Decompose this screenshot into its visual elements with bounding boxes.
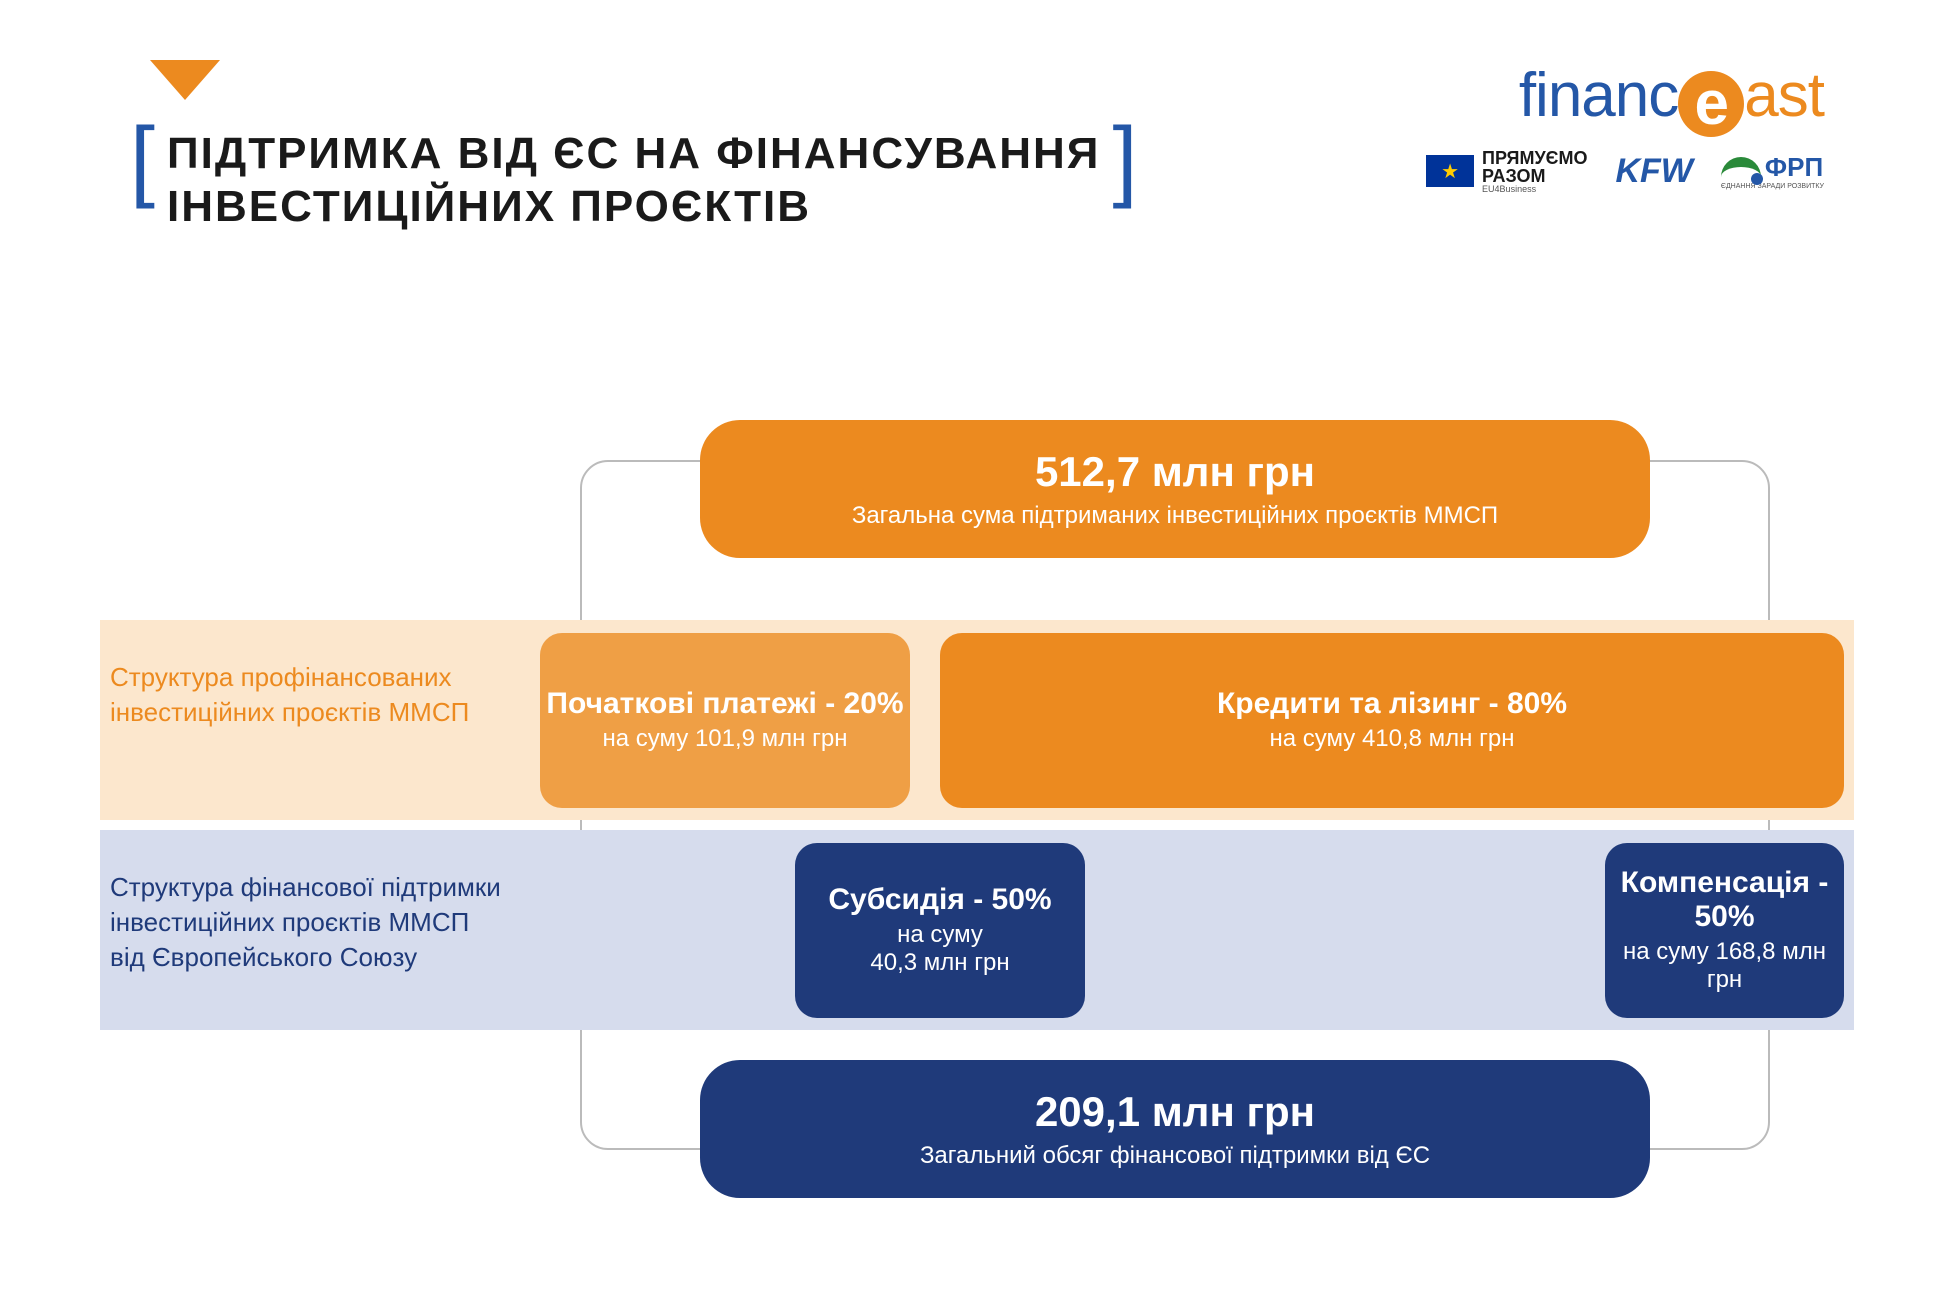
financeast-prefix: financ <box>1519 61 1678 130</box>
header: [ ПІДТРИМКА ВІД ЄС НА ФІНАНСУВАННЯ ІНВЕС… <box>130 60 1824 242</box>
total-label: Загальна сума підтриманих інвестиційних … <box>720 502 1630 530</box>
row2-label: Структура фінансової підтримки інвестиці… <box>100 830 540 1030</box>
subsidy-cell: Субсидія - 50% на суму 40,3 млн грн <box>795 843 1085 1018</box>
cell-sub: на суму 168,8 млн грн <box>1605 938 1844 994</box>
eu-bottom: РАЗОМ <box>1482 166 1545 186</box>
total-eu-support-pill: 209,1 млн грн Загальний обсяг фінансової… <box>700 1060 1650 1198</box>
sub-logos: ★ ПРЯМУЄМО РАЗОМ EU4Business KFW ФРП ЄДН… <box>1426 149 1824 194</box>
bracket-right-icon: ] <box>1112 120 1137 242</box>
initial-payments-cell: Початкові платежі - 20% на суму 101,9 мл… <box>540 633 910 808</box>
bracket-left-icon: [ <box>130 120 155 242</box>
cell-sub: на суму <box>897 921 983 949</box>
cell-sub: на суму 410,8 млн грн <box>1270 725 1515 753</box>
eu-top: ПРЯМУЄМО <box>1482 148 1587 168</box>
eu-logo: ★ ПРЯМУЄМО РАЗОМ EU4Business <box>1426 149 1587 194</box>
frp-subtext: ЄДНАННЯ ЗАРАДИ РОЗВИТКУ <box>1721 183 1824 190</box>
cell-sub: на суму 101,9 млн грн <box>603 725 848 753</box>
eu-text: ПРЯМУЄМО РАЗОМ EU4Business <box>1482 149 1587 194</box>
row2-cells: Субсидія - 50% на суму 40,3 млн грн Комп… <box>540 830 1854 1030</box>
cell-sub2: 40,3 млн грн <box>870 949 1009 977</box>
bottom-value: 209,1 млн грн <box>720 1088 1630 1136</box>
cell-title: Початкові платежі - 20% <box>546 687 903 721</box>
total-investments-pill: 512,7 млн грн Загальна сума підтриманих … <box>700 420 1650 558</box>
structure-row-orange: Структура профінансованих інвестиційних … <box>100 620 1854 820</box>
row1-cells: Початкові платежі - 20% на суму 101,9 мл… <box>540 620 1854 820</box>
title-container: [ ПІДТРИМКА ВІД ЄС НА ФІНАНСУВАННЯ ІНВЕС… <box>130 120 1137 242</box>
frp-arc-icon <box>1721 157 1761 179</box>
eu-small: EU4Business <box>1482 185 1587 194</box>
frp-logo: ФРП ЄДНАННЯ ЗАРАДИ РОЗВИТКУ <box>1721 152 1824 190</box>
kfw-logo: KFW <box>1615 152 1692 191</box>
financeast-logo: financeast <box>1519 60 1824 137</box>
page-title: ПІДТРИМКА ВІД ЄС НА ФІНАНСУВАННЯ ІНВЕСТИ… <box>155 120 1112 242</box>
row1-label: Структура профінансованих інвестиційних … <box>100 620 540 820</box>
title-line-2: ІНВЕСТИЦІЙНИХ ПРОЄКТІВ <box>167 181 1100 234</box>
financeast-e-icon: e <box>1678 71 1744 137</box>
cell-title: Кредити та лізинг - 80% <box>1217 687 1567 721</box>
arrow-down-icon <box>150 60 220 100</box>
credits-leasing-cell: Кредити та лізинг - 80% на суму 410,8 мл… <box>940 633 1844 808</box>
cell-title: Субсидія - 50% <box>828 883 1051 917</box>
frp-text: ФРП <box>1765 152 1823 183</box>
financeast-suffix: ast <box>1744 61 1824 130</box>
header-left: [ ПІДТРИМКА ВІД ЄС НА ФІНАНСУВАННЯ ІНВЕС… <box>130 60 1137 242</box>
structure-row-blue: Структура фінансової підтримки інвестиці… <box>100 830 1854 1030</box>
total-value: 512,7 млн грн <box>720 448 1630 496</box>
compensation-cell: Компенсація - 50% на суму 168,8 млн грн <box>1605 843 1844 1018</box>
logos-block: financeast ★ ПРЯМУЄМО РАЗОМ EU4Business … <box>1426 60 1824 194</box>
title-line-1: ПІДТРИМКА ВІД ЄС НА ФІНАНСУВАННЯ <box>167 128 1100 181</box>
eu-flag-icon: ★ <box>1426 155 1474 187</box>
cell-title: Компенсація - 50% <box>1605 866 1844 934</box>
bottom-label: Загальний обсяг фінансової підтримки від… <box>720 1142 1630 1170</box>
